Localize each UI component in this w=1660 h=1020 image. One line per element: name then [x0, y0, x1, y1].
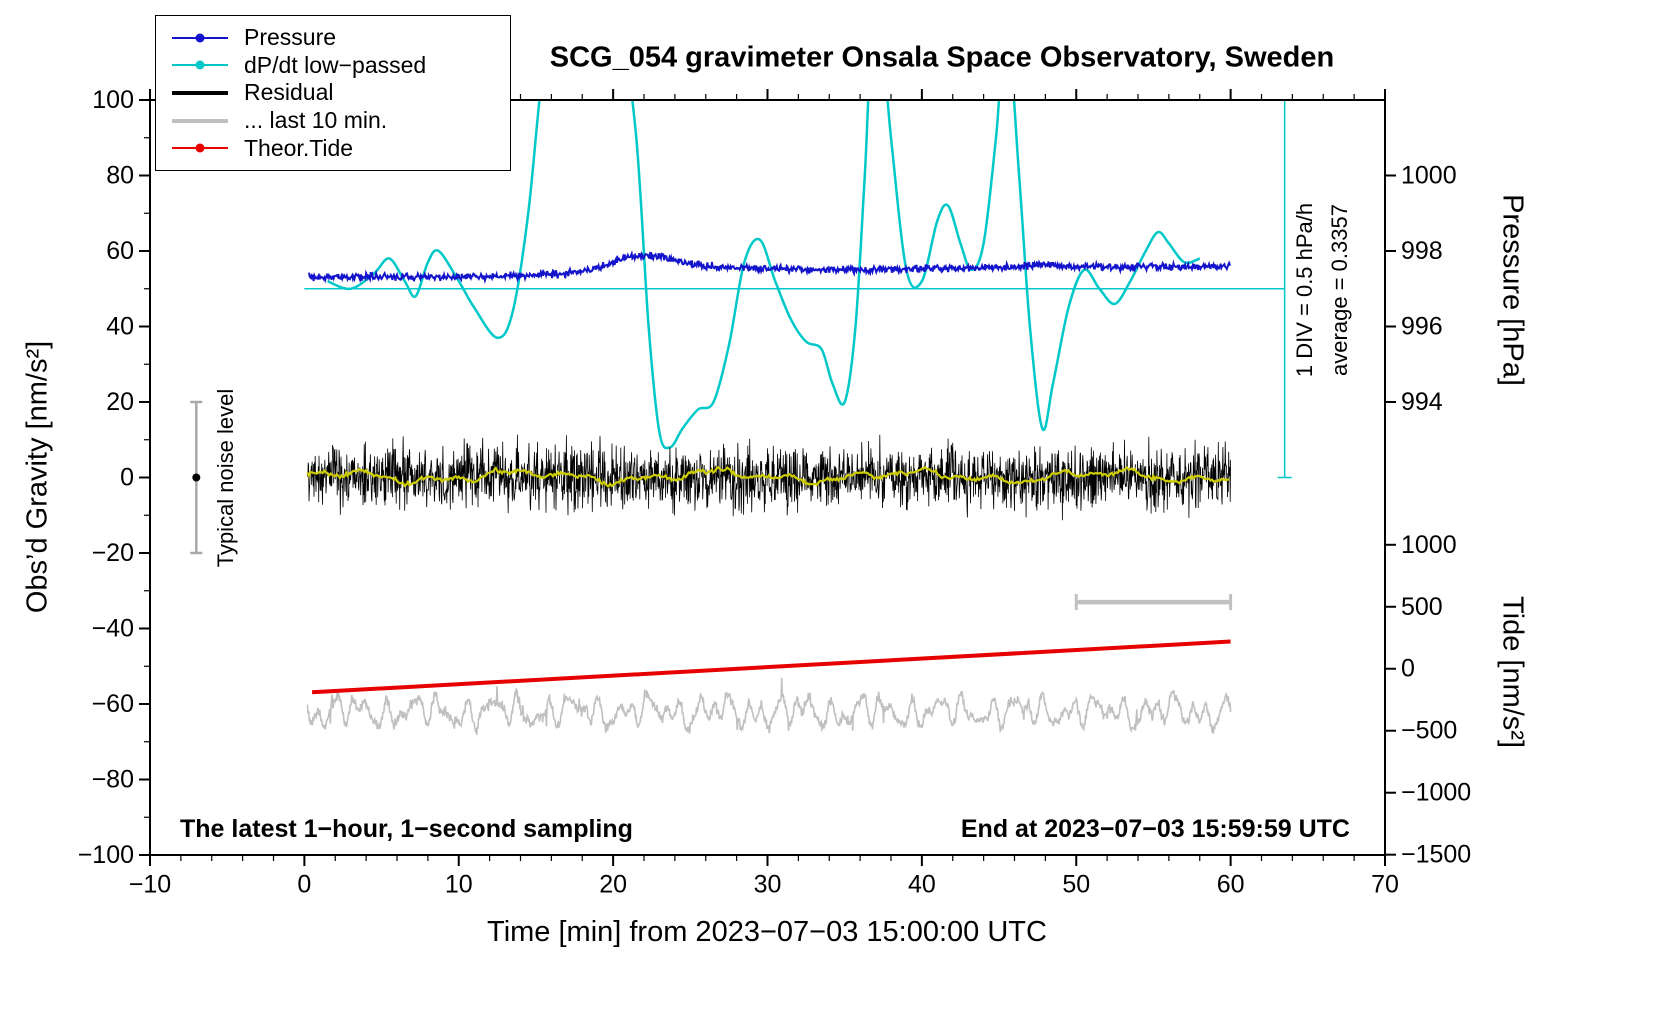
y-tick-label: 100 — [92, 86, 134, 114]
x-tick-label: 10 — [445, 871, 473, 899]
y-tick-label: −20 — [92, 539, 134, 567]
legend-item: ... last 10 min. — [170, 107, 496, 134]
y-axis-title-pressure: Pressure [hPa] — [1496, 194, 1529, 386]
legend-label: Pressure — [244, 24, 337, 51]
legend-item: Pressure — [170, 24, 496, 51]
tide-tick-label: 500 — [1401, 593, 1443, 621]
legend-item: dP/dt low−passed — [170, 52, 496, 79]
x-axis-title: Time [min] from 2023−07−03 15:00:00 UTC — [487, 916, 1047, 948]
legend-item: Theor.Tide — [170, 135, 496, 162]
legend-marker-icon — [172, 33, 228, 43]
legend-label: dP/dt low−passed — [244, 51, 427, 78]
y-tick-label: 20 — [106, 388, 134, 416]
x-tick-label: −10 — [129, 871, 171, 899]
legend-label: ... last 10 min. — [244, 107, 388, 134]
y-tick-label: 0 — [120, 464, 134, 492]
div-scale-label: 1 DIV = 0.5 hPa/h — [1292, 202, 1317, 378]
y-tick-label: −100 — [78, 841, 134, 869]
pressure-curve — [308, 249, 1231, 285]
x-tick-label: 70 — [1371, 871, 1399, 899]
pressure-tick-label: 1000 — [1401, 162, 1457, 190]
y-axis-title-gravity: Obs’d Gravity [nm/s²] — [21, 340, 54, 614]
noise-level-dot — [192, 473, 201, 482]
y-tick-label: −80 — [92, 766, 134, 794]
legend-item: Residual — [170, 79, 496, 106]
pressure-tick-label: 994 — [1401, 388, 1443, 416]
y-axis-title-tide: Tide [nm/s²] — [1496, 595, 1529, 749]
y-tick-label: 40 — [106, 313, 134, 341]
legend-label: Theor.Tide — [244, 134, 354, 161]
tide-tick-label: −1500 — [1401, 841, 1471, 869]
legend-marker-icon — [172, 60, 228, 70]
last10min-trace — [306, 677, 1232, 735]
tide-tick-label: −1000 — [1401, 779, 1471, 807]
residual-smooth-trace — [306, 465, 1230, 488]
pressure-tick-label: 996 — [1401, 313, 1443, 341]
residual-trace — [307, 434, 1231, 521]
y-tick-label: −60 — [92, 690, 134, 718]
legend-marker-icon — [172, 118, 228, 123]
average-label: average = 0.3357 — [1327, 204, 1352, 376]
legend-marker-icon — [172, 143, 228, 153]
x-tick-label: 50 — [1062, 871, 1090, 899]
y-tick-label: 80 — [106, 162, 134, 190]
y-tick-label: 60 — [106, 237, 134, 265]
legend-box: Pressure dP/dt low−passed Residual... last… — [155, 15, 511, 171]
tide-tick-label: 1000 — [1401, 531, 1457, 559]
page-title: SCG_054 gravimeter Onsala Space Observat… — [549, 41, 1335, 74]
tide-curve — [311, 639, 1231, 695]
tide-tick-label: −500 — [1401, 717, 1457, 745]
y-tick-label: −40 — [92, 615, 134, 643]
x-tick-label: 30 — [754, 871, 782, 899]
x-tick-label: 40 — [908, 871, 936, 899]
x-tick-label: 20 — [599, 871, 627, 899]
series-layer — [190, 100, 1292, 735]
x-tick-label: 60 — [1217, 871, 1245, 899]
pressure-tick-label: 998 — [1401, 237, 1443, 265]
noise-level-label: Typical noise level — [213, 388, 238, 568]
tide-tick-label: 0 — [1401, 655, 1415, 683]
dpdt-curve — [327, 100, 1201, 450]
legend-label: Residual — [244, 79, 334, 106]
end-time-note: End at 2023−07−03 15:59:59 UTC — [960, 815, 1350, 843]
sampling-note: The latest 1−hour, 1−second sampling — [180, 815, 633, 843]
x-tick-label: 0 — [297, 871, 311, 899]
legend-marker-icon — [172, 90, 228, 95]
